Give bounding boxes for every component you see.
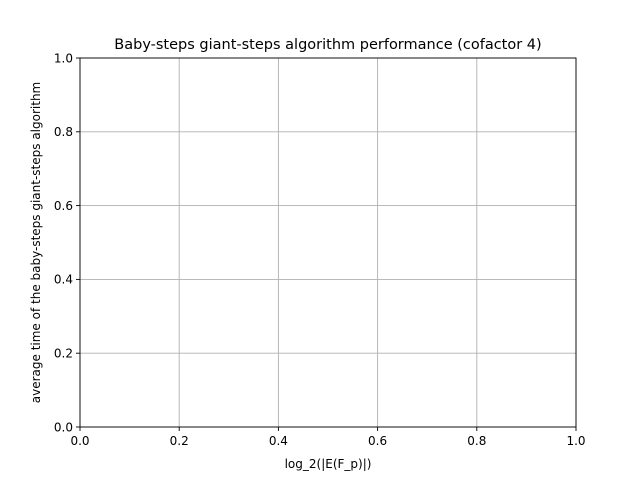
- plot-area: [80, 58, 576, 427]
- x-tick-label: 0.6: [368, 434, 387, 448]
- y-tick-label: 0.2: [54, 347, 73, 361]
- x-tick-label: 0.8: [467, 434, 486, 448]
- grid: [79, 57, 577, 428]
- y-axis-label: average time of the baby-steps giant-ste…: [29, 82, 43, 403]
- y-tick-label: 0.0: [54, 420, 73, 434]
- y-tick-label: 1.0: [54, 51, 73, 65]
- x-tick-label: 0.2: [170, 434, 189, 448]
- y-tick-label: 0.4: [54, 273, 73, 287]
- x-axis: 0.0 0.2 0.4 0.6 0.8 1.0: [70, 427, 586, 448]
- x-tick-label: 0.0: [70, 434, 89, 448]
- x-tick-label: 0.4: [269, 434, 288, 448]
- chart-title: Baby-steps giant-steps algorithm perform…: [114, 37, 541, 53]
- y-tick-label: 0.6: [54, 199, 73, 213]
- x-axis-label: log_2(|E(F_p)|): [285, 457, 372, 471]
- y-axis: 0.0 0.2 0.4 0.6 0.8 1.0: [54, 51, 80, 434]
- x-tick-label: 1.0: [566, 434, 585, 448]
- y-tick-label: 0.8: [54, 125, 73, 139]
- plot-frame: [79, 57, 577, 428]
